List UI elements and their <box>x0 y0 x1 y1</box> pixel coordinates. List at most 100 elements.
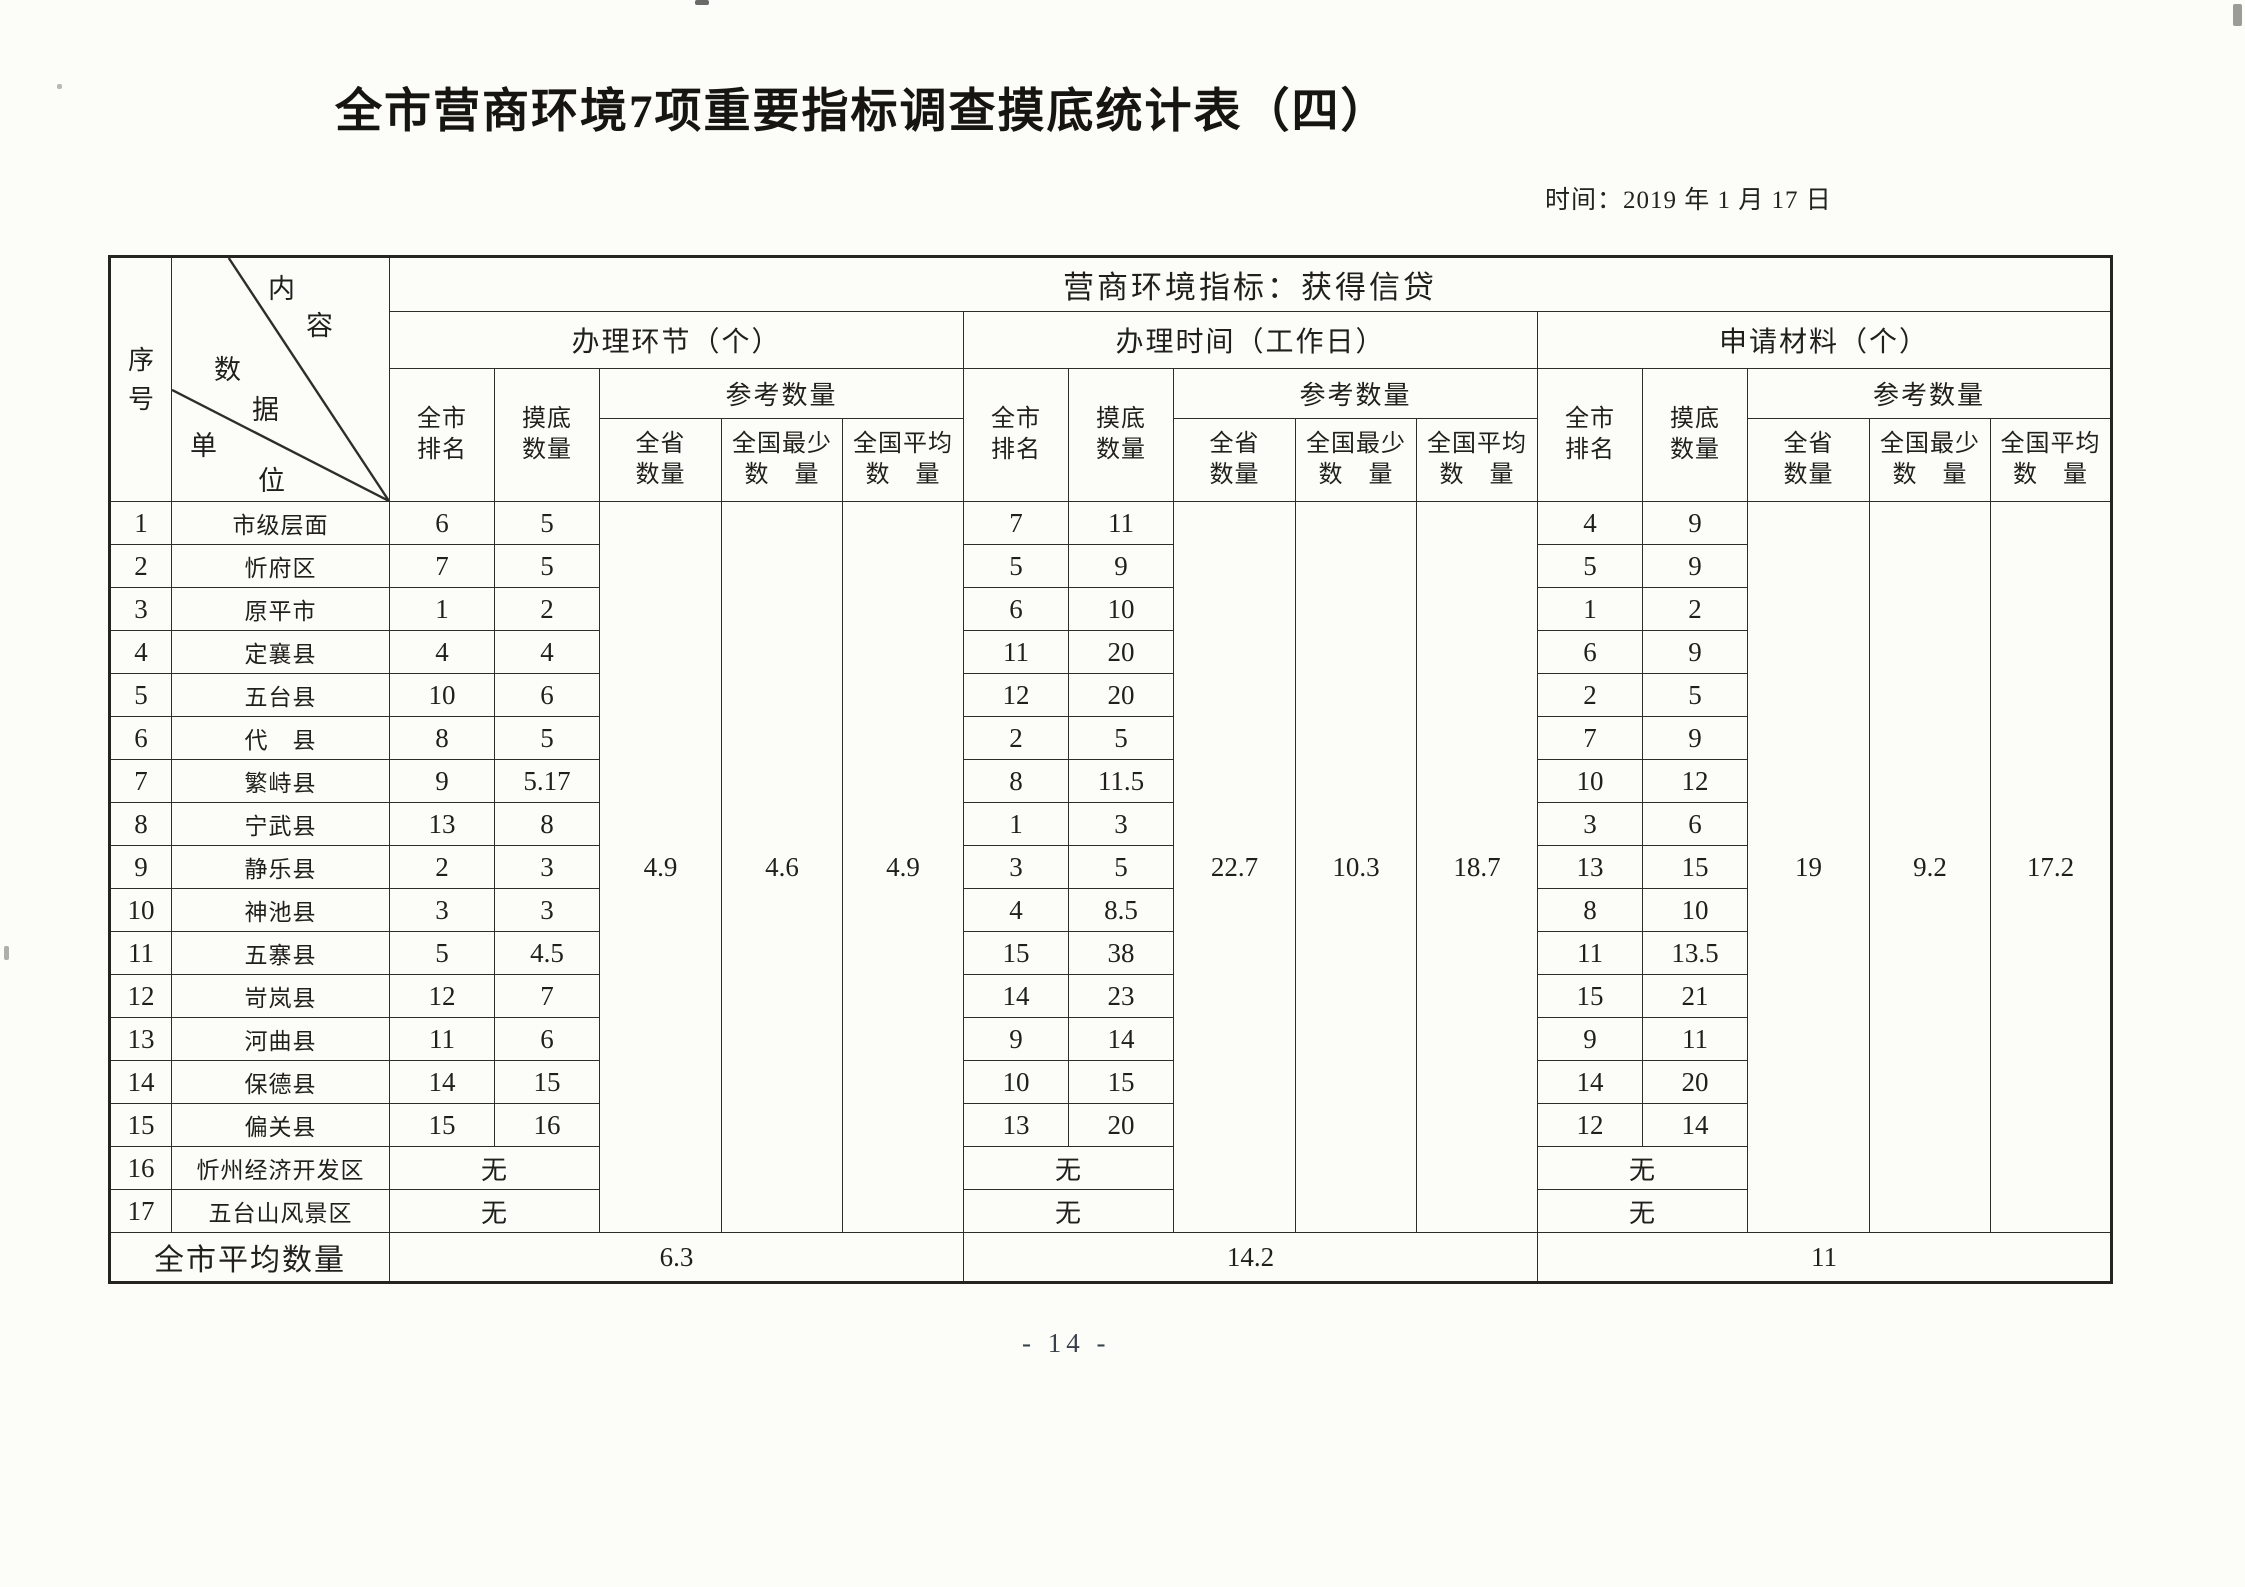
province-column-header: 全省 数量 <box>1747 418 1870 502</box>
scan-artifact <box>2233 4 2242 26</box>
none-cell: 无 <box>963 1146 1174 1190</box>
rank-cell: 5 <box>963 544 1069 588</box>
label-line: 数量 <box>635 462 686 488</box>
serial-cell: 5 <box>109 673 172 717</box>
label-line: 全国平均 <box>853 430 953 457</box>
rank-column-header: 全市 排名 <box>963 368 1069 502</box>
table-row: 4 定襄县 4 4 11 20 6 9 <box>109 630 2112 674</box>
rank-cell: 3 <box>963 845 1069 889</box>
qty-cell: 11 <box>1642 1017 1748 1061</box>
rank-cell: 14 <box>1537 1060 1643 1104</box>
unit-cell: 宁武县 <box>171 802 390 846</box>
serial-cell: 17 <box>109 1189 172 1233</box>
qty-cell: 20 <box>1642 1060 1748 1104</box>
unit-cell: 神池县 <box>171 888 390 932</box>
rank-cell: 2 <box>389 845 495 889</box>
average-label: 全市平均数量 <box>109 1232 390 1283</box>
qty-cell: 11 <box>1068 501 1174 545</box>
qty-cell: 2 <box>1642 587 1748 631</box>
national-avg-column-header: 全国平均 数 量 <box>1989 418 2113 502</box>
qty-cell: 13.5 <box>1642 931 1748 975</box>
label-line: 全省 <box>1783 430 1834 457</box>
label-line: 排名 <box>991 437 1041 463</box>
serial-cell: 1 <box>109 501 172 545</box>
serial-cell: 4 <box>109 630 172 674</box>
table-row: 6 代 县 8 5 2 5 7 9 <box>109 716 2112 760</box>
province-value: 19 <box>1747 501 1870 1233</box>
qty-cell: 10 <box>1068 587 1174 631</box>
qty-cell: 15 <box>1642 845 1748 889</box>
unit-cell: 岢岚县 <box>171 974 390 1018</box>
corner-data-char: 数 <box>214 355 241 385</box>
serial-char: 号 <box>127 384 154 414</box>
qty-cell: 6 <box>1642 802 1748 846</box>
rank-cell: 9 <box>389 759 495 803</box>
label-line: 摸底 <box>1096 405 1146 432</box>
survey-column-header: 摸底 数量 <box>1642 368 1748 502</box>
corner-content-char: 内 <box>268 274 295 304</box>
average-row: 全市平均数量 6.3 14.2 11 <box>109 1232 2113 1283</box>
none-cell: 无 <box>1537 1146 1748 1190</box>
rank-cell: 11 <box>963 630 1069 674</box>
qty-cell: 12 <box>1642 759 1748 803</box>
province-value: 4.9 <box>599 501 722 1233</box>
scan-artifact <box>695 0 709 5</box>
rank-cell: 4 <box>389 630 495 674</box>
section-title-steps: 办理环节（个） <box>389 311 964 369</box>
serial-cell: 2 <box>109 544 172 588</box>
table-row: 17 五台山风景区 无 无 无 <box>109 1189 2112 1233</box>
label-line: 数量 <box>1670 437 1720 463</box>
qty-cell: 9 <box>1642 544 1748 588</box>
serial-column-header: 序 号 <box>109 256 172 502</box>
label-line: 摸底 <box>522 405 572 432</box>
rank-cell: 13 <box>389 802 495 846</box>
qty-cell: 7 <box>494 974 600 1018</box>
rank-cell: 12 <box>389 974 495 1018</box>
label-line: 数量 <box>1209 462 1260 488</box>
label-line: 数 量 <box>1892 462 1968 488</box>
rank-cell: 7 <box>963 501 1069 545</box>
rank-cell: 10 <box>389 673 495 717</box>
rank-cell: 5 <box>389 931 495 975</box>
unit-cell: 偏关县 <box>171 1103 390 1147</box>
page-title: 全市营商环境7项重要指标调查摸底统计表（四） <box>335 86 1390 138</box>
qty-cell: 5.17 <box>494 759 600 803</box>
label-line: 数量 <box>522 437 572 463</box>
label-line: 全国平均 <box>1427 430 1527 457</box>
average-value: 11 <box>1536 1232 2113 1283</box>
rank-cell: 12 <box>963 673 1069 717</box>
unit-cell: 五台县 <box>171 673 390 717</box>
rank-cell: 14 <box>963 974 1069 1018</box>
section-title-time: 办理时间（工作日） <box>963 311 1538 369</box>
qty-cell: 9 <box>1642 501 1748 545</box>
rank-cell: 15 <box>963 931 1069 975</box>
province-value: 22.7 <box>1173 501 1296 1233</box>
national-min-value: 9.2 <box>1869 501 1991 1233</box>
table-row: 14 保德县 14 15 10 15 14 20 <box>109 1060 2112 1104</box>
rank-cell: 4 <box>963 888 1069 932</box>
qty-cell: 3 <box>494 845 600 889</box>
label-line: 全市 <box>1565 405 1615 432</box>
qty-cell: 23 <box>1068 974 1174 1018</box>
rank-cell: 8 <box>1537 888 1643 932</box>
unit-cell: 忻州经济开发区 <box>171 1146 390 1190</box>
label-line: 排名 <box>417 437 467 463</box>
qty-cell: 9 <box>1642 716 1748 760</box>
qty-cell: 6 <box>494 1017 600 1061</box>
rank-cell: 7 <box>1537 716 1643 760</box>
rank-cell: 2 <box>1537 673 1643 717</box>
rank-column-header: 全市 排名 <box>389 368 495 502</box>
label-line: 全国最少 <box>1880 430 1980 457</box>
none-cell: 无 <box>963 1189 1174 1233</box>
qty-cell: 4.5 <box>494 931 600 975</box>
qty-cell: 11.5 <box>1068 759 1174 803</box>
label-line: 全国最少 <box>1306 430 1406 457</box>
serial-cell: 6 <box>109 716 172 760</box>
serial-char: 序 <box>127 345 154 375</box>
serial-cell: 12 <box>109 974 172 1018</box>
rank-cell: 15 <box>389 1103 495 1147</box>
table-row: 2 忻府区 7 5 5 9 5 9 <box>109 544 2112 588</box>
national-min-value: 4.6 <box>721 501 843 1233</box>
rank-column-header: 全市 排名 <box>1537 368 1643 502</box>
qty-cell: 5 <box>1642 673 1748 717</box>
